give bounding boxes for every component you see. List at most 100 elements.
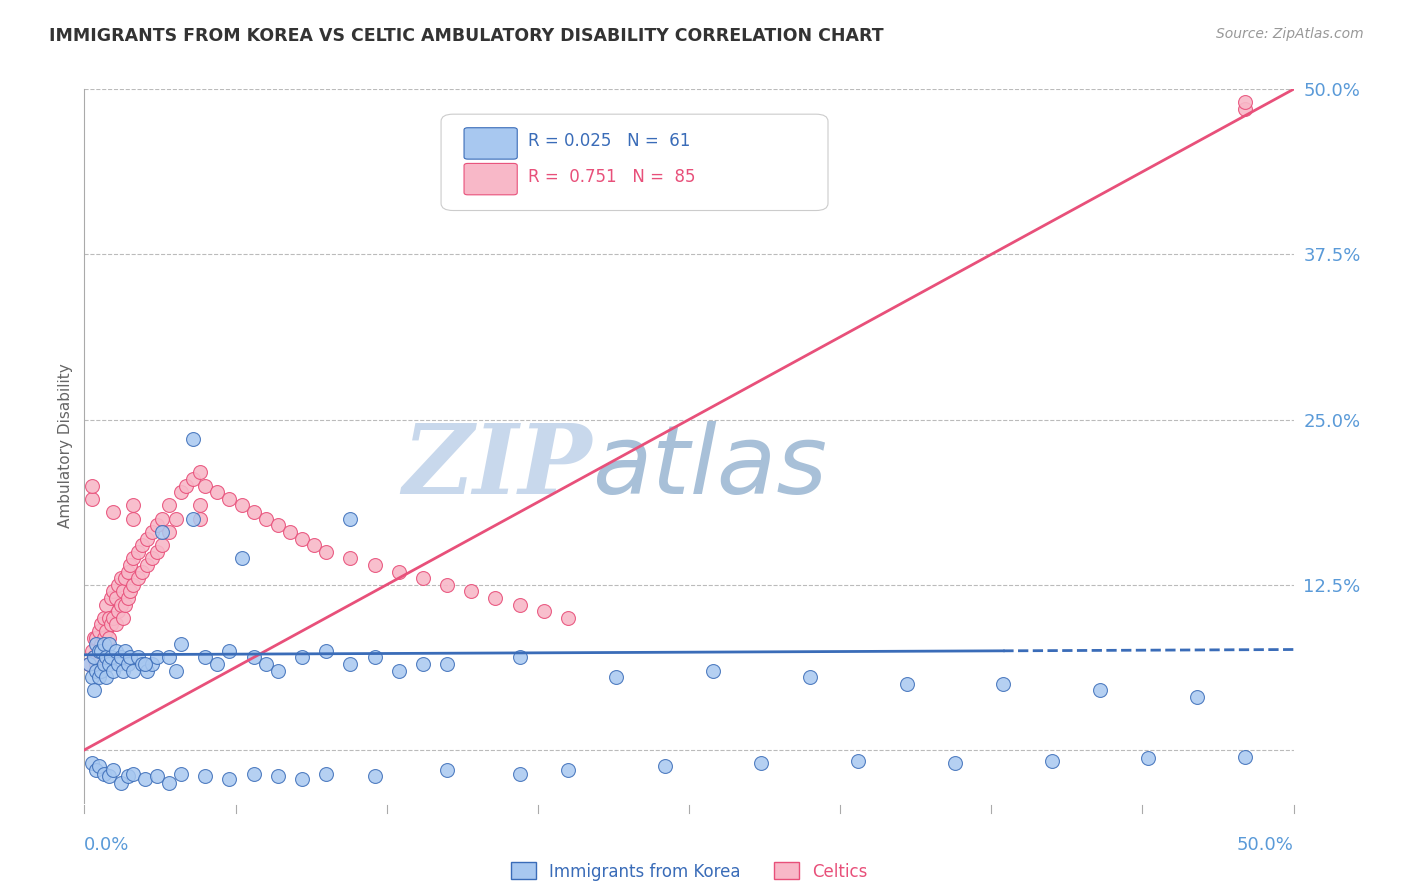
Point <box>93 611 115 625</box>
Point <box>121 766 143 780</box>
Point <box>291 532 314 546</box>
Point <box>110 650 132 665</box>
Point <box>134 657 156 671</box>
Point <box>605 670 627 684</box>
Point <box>117 591 139 605</box>
Point <box>146 518 169 533</box>
Point <box>751 756 773 771</box>
Point <box>339 657 361 671</box>
Point <box>136 664 159 678</box>
Point <box>87 759 110 773</box>
Point <box>93 631 115 645</box>
Point <box>90 617 112 632</box>
Point <box>117 657 139 671</box>
Point <box>86 631 108 645</box>
Point <box>87 624 110 638</box>
Point <box>150 511 173 525</box>
Point <box>110 776 132 790</box>
Point <box>131 565 153 579</box>
Point <box>120 558 142 572</box>
Point <box>267 769 290 783</box>
Point <box>388 565 411 579</box>
Text: R = 0.025   N =  61: R = 0.025 N = 61 <box>529 132 690 150</box>
Point <box>86 763 108 777</box>
Point <box>207 657 229 671</box>
Point <box>150 538 173 552</box>
Point <box>436 657 458 671</box>
Point <box>134 772 156 786</box>
Point <box>87 644 110 658</box>
Point <box>121 664 143 678</box>
Point <box>83 650 105 665</box>
Point <box>1137 751 1160 765</box>
Point <box>254 511 277 525</box>
Point <box>174 478 197 492</box>
Point <box>80 478 103 492</box>
Point <box>242 505 264 519</box>
Point <box>1040 754 1063 768</box>
Point <box>799 670 821 684</box>
Point <box>107 657 129 671</box>
Point <box>181 472 204 486</box>
Point <box>110 598 132 612</box>
Point <box>170 766 193 780</box>
Point <box>157 650 180 665</box>
Point <box>846 754 869 768</box>
Point <box>267 518 290 533</box>
Point <box>97 637 120 651</box>
Point <box>291 772 314 786</box>
Point <box>242 766 264 780</box>
Point <box>104 644 127 658</box>
Point <box>114 571 136 585</box>
Point <box>87 670 110 684</box>
Point <box>107 578 129 592</box>
Point <box>141 524 163 539</box>
Point <box>103 763 125 777</box>
Point <box>1234 102 1257 116</box>
Point <box>103 664 125 678</box>
Point <box>157 499 180 513</box>
Point <box>165 511 187 525</box>
FancyBboxPatch shape <box>464 128 517 159</box>
Point <box>86 657 108 671</box>
Point <box>1234 95 1257 110</box>
Point <box>80 644 103 658</box>
Point <box>254 657 277 671</box>
Point <box>218 772 240 786</box>
Point <box>80 756 103 771</box>
Point <box>150 524 173 539</box>
Point <box>117 565 139 579</box>
Point <box>146 545 169 559</box>
Point <box>121 511 143 525</box>
Point <box>104 591 127 605</box>
Point <box>896 677 918 691</box>
Point <box>103 505 125 519</box>
Point <box>1088 683 1111 698</box>
Point <box>107 604 129 618</box>
Point <box>218 491 240 506</box>
Point <box>114 598 136 612</box>
Point <box>110 571 132 585</box>
Point <box>97 657 120 671</box>
Point <box>291 650 314 665</box>
Point <box>86 637 108 651</box>
Point <box>100 617 122 632</box>
Point <box>436 578 458 592</box>
Point <box>93 766 115 780</box>
Point <box>363 650 385 665</box>
Point <box>993 677 1015 691</box>
Point <box>131 538 153 552</box>
Point <box>90 664 112 678</box>
Point <box>93 657 115 671</box>
Point <box>94 670 117 684</box>
Point <box>170 485 193 500</box>
Point <box>412 657 434 671</box>
Point <box>117 769 139 783</box>
Point <box>120 584 142 599</box>
Point <box>315 766 337 780</box>
Point <box>1185 690 1208 704</box>
Point <box>339 511 361 525</box>
Point <box>97 769 120 783</box>
Point <box>460 584 482 599</box>
Point <box>80 491 103 506</box>
